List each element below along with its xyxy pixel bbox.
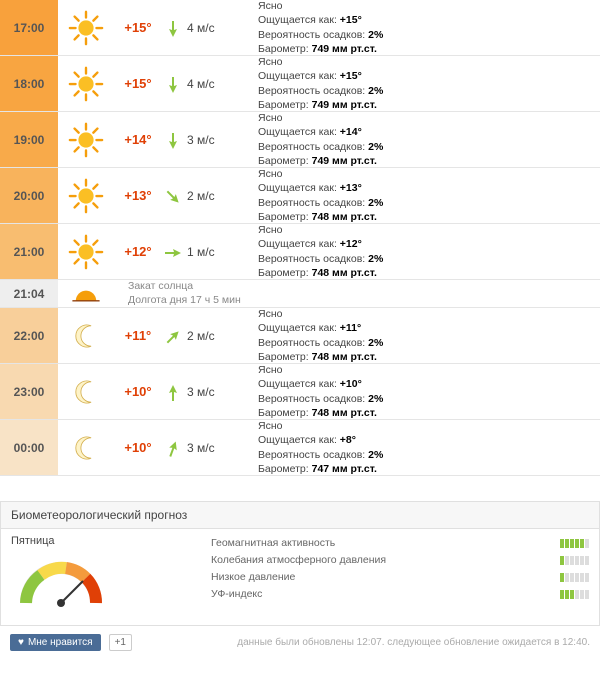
forecast-row: 18:00 +15° 4 м/с ЯсноОщущается как: +15°Вер… xyxy=(0,56,600,112)
forecast-row: 22:00 +11° 2 м/с ЯсноОщущается как: +11°Вер… xyxy=(0,308,600,364)
time-cell: 23:00 xyxy=(0,364,58,419)
bio-items: Геомагнитная активность Колебания атмосфе… xyxy=(211,535,589,611)
wind-speed: 4 м/с xyxy=(187,21,215,35)
bio-item: Геомагнитная активность xyxy=(211,535,589,551)
time-cell: 18:00 xyxy=(0,56,58,111)
wind-arrow-icon xyxy=(163,439,181,457)
moon-icon xyxy=(58,319,113,353)
wind-speed: 3 м/с xyxy=(187,133,215,147)
time-cell: 20:00 xyxy=(0,168,58,223)
wind-arrow-icon xyxy=(163,75,181,93)
bio-bar-indicator xyxy=(560,590,589,599)
wind-cell: 3 м/с xyxy=(163,439,243,457)
wind-arrow-icon xyxy=(163,383,181,401)
details-cell: ЯсноОщущается как: +15°Вероятность осадк… xyxy=(243,55,600,112)
wind-arrow-icon xyxy=(163,187,181,205)
wind-cell: 4 м/с xyxy=(163,19,243,37)
sun-icon xyxy=(58,9,113,47)
bio-bar-indicator xyxy=(560,573,589,582)
bio-bar-indicator xyxy=(560,556,589,565)
bio-item-label: Колебания атмосферного давления xyxy=(211,554,386,566)
time-cell: 21:00 xyxy=(0,224,58,279)
wind-cell: 3 м/с xyxy=(163,131,243,149)
sun-icon xyxy=(58,233,113,271)
wind-cell: 1 м/с xyxy=(163,243,243,261)
sunset-row: 21:04 Закат солнцаДолгота дня 17 ч 5 мин xyxy=(0,280,600,308)
temp-value: +15° xyxy=(113,76,163,91)
wind-speed: 3 м/с xyxy=(187,385,215,399)
time-cell: 21:04 xyxy=(0,280,58,307)
temp-value: +11° xyxy=(113,328,163,343)
forecast-row: 17:00 +15° 4 м/с ЯсноОщущается как: +15°Вер… xyxy=(0,0,600,56)
forecast-row: 19:00 +14° 3 м/с ЯсноОщущается как: +14°Вер… xyxy=(0,112,600,168)
details-cell: ЯсноОщущается как: +13°Вероятность осадк… xyxy=(243,167,600,224)
plus-one-button[interactable]: +1 xyxy=(109,634,132,651)
forecast-row: 00:00 +10° 3 м/с ЯсноОщущается как: +8°Веро… xyxy=(0,420,600,476)
sunset-icon xyxy=(58,285,113,303)
temp-value: +14° xyxy=(113,132,163,147)
wind-cell: 2 м/с xyxy=(163,327,243,345)
time-cell: 19:00 xyxy=(0,112,58,167)
wind-speed: 1 м/с xyxy=(187,245,215,259)
details-cell: ЯсноОщущается как: +12°Вероятность осадк… xyxy=(243,223,600,280)
temp-value: +10° xyxy=(113,384,163,399)
wind-arrow-icon xyxy=(163,327,181,345)
bio-item: Колебания атмосферного давления xyxy=(211,552,589,568)
moon-icon xyxy=(58,375,113,409)
sunset-label: Закат солнцаДолгота дня 17 ч 5 мин xyxy=(113,280,600,307)
forecast-row: 23:00 +10° 3 м/с ЯсноОщущается как: +10°Вер… xyxy=(0,364,600,420)
sun-icon xyxy=(58,121,113,159)
sun-icon xyxy=(58,177,113,215)
moon-icon xyxy=(58,431,113,465)
time-cell: 22:00 xyxy=(0,308,58,363)
bio-item-label: УФ-индекс xyxy=(211,588,262,600)
time-cell: 17:00 xyxy=(0,0,58,55)
temp-value: +13° xyxy=(113,188,163,203)
bio-item: УФ-индекс xyxy=(211,586,589,602)
bio-item: Низкое давление xyxy=(211,569,589,585)
wind-cell: 3 м/с xyxy=(163,383,243,401)
wind-speed: 4 м/с xyxy=(187,77,215,91)
footer: ♥ Мне нравится +1 данные были обновлены … xyxy=(0,626,600,659)
wind-arrow-icon xyxy=(163,19,181,37)
gauge-icon xyxy=(11,553,211,611)
wind-arrow-icon xyxy=(163,243,181,261)
bio-bar-indicator xyxy=(560,539,589,548)
wind-cell: 4 м/с xyxy=(163,75,243,93)
forecast-table: 17:00 +15° 4 м/с ЯсноОщущается как: +15°Вер… xyxy=(0,0,600,476)
details-cell: ЯсноОщущается как: +11°Вероятность осадк… xyxy=(243,307,600,364)
heart-icon: ♥ xyxy=(18,637,24,648)
bio-section: Биометеорологический прогноз Пятница Гео… xyxy=(0,501,600,626)
temp-value: +15° xyxy=(113,20,163,35)
bio-item-label: Низкое давление xyxy=(211,571,295,583)
bio-item-label: Геомагнитная активность xyxy=(211,537,335,549)
bio-day: Пятница xyxy=(11,535,211,547)
details-cell: ЯсноОщущается как: +15°Вероятность осадк… xyxy=(243,0,600,56)
details-cell: ЯсноОщущается как: +14°Вероятность осадк… xyxy=(243,111,600,168)
forecast-row: 20:00 +13° 2 м/с ЯсноОщущается как: +13°Вер… xyxy=(0,168,600,224)
details-cell: ЯсноОщущается как: +8°Вероятность осадко… xyxy=(243,419,600,476)
like-button[interactable]: ♥ Мне нравится xyxy=(10,634,101,651)
wind-cell: 2 м/с xyxy=(163,187,243,205)
wind-speed: 2 м/с xyxy=(187,189,215,203)
bio-title: Биометеорологический прогноз xyxy=(1,502,599,529)
sun-icon xyxy=(58,65,113,103)
forecast-row: 21:00 +12° 1 м/с ЯсноОщущается как: +12°Вер… xyxy=(0,224,600,280)
details-cell: ЯсноОщущается как: +10°Вероятность осадк… xyxy=(243,363,600,420)
wind-speed: 3 м/с xyxy=(187,441,215,455)
temp-value: +12° xyxy=(113,244,163,259)
wind-speed: 2 м/с xyxy=(187,329,215,343)
wind-arrow-icon xyxy=(163,131,181,149)
temp-value: +10° xyxy=(113,440,163,455)
update-text: данные были обновлены 12:07. следующее о… xyxy=(140,637,590,648)
time-cell: 00:00 xyxy=(0,420,58,475)
